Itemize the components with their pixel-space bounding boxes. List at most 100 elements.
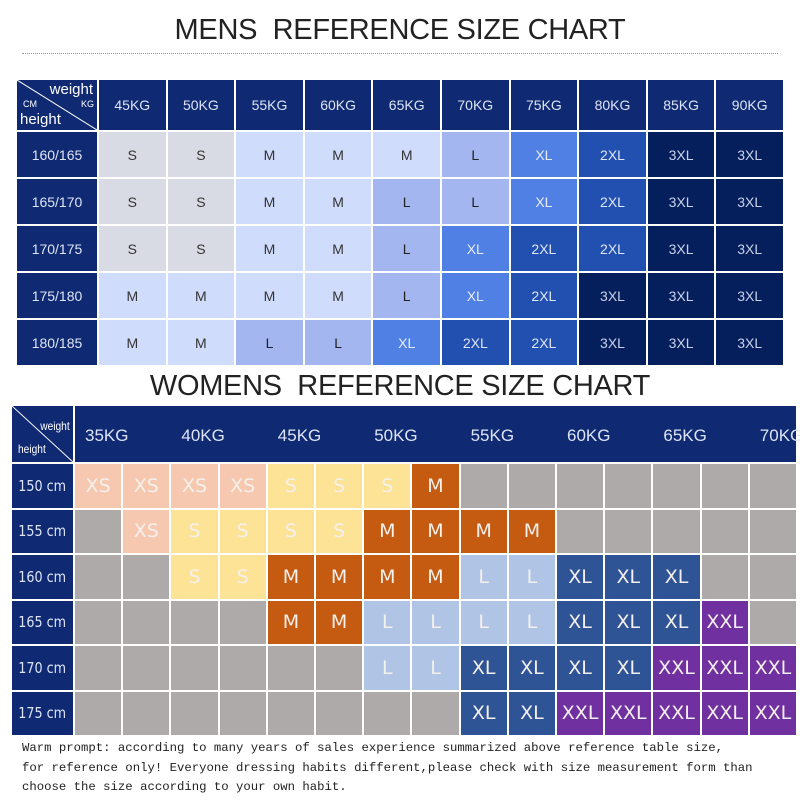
weight-header: 65KG	[663, 426, 707, 445]
size-cell: XL	[557, 555, 604, 599]
weight-header: 70KG	[759, 426, 800, 445]
size-cell	[749, 600, 796, 644]
size-cell	[123, 555, 170, 599]
size-cell	[123, 691, 170, 735]
weight-header: 45KG	[277, 426, 322, 445]
size-cell	[316, 646, 363, 690]
weight-label: weight	[40, 419, 70, 433]
size-cell	[75, 555, 122, 599]
size-cell: M	[236, 226, 303, 271]
size-cell: 2XL	[579, 226, 646, 271]
height-row-text: 160 cm	[18, 567, 67, 586]
weight-header: 45KG	[99, 80, 166, 130]
size-cell: S	[171, 555, 218, 599]
size-cell: M	[373, 132, 440, 177]
size-cell	[123, 600, 170, 644]
size-cell: L	[236, 320, 303, 365]
size-cell: L	[373, 226, 440, 271]
kg-label: KG	[80, 99, 94, 109]
size-cell: M	[236, 179, 303, 224]
size-cell	[557, 464, 604, 508]
size-cell	[701, 555, 748, 599]
size-cell: XS	[123, 509, 170, 553]
title-divider	[22, 53, 778, 54]
size-cell	[749, 555, 796, 599]
weight-header: 35KG	[85, 426, 129, 445]
height-row-label: 170/175	[17, 226, 97, 271]
size-cell: S	[364, 464, 411, 508]
warm-prompt-note: Warm prompt: according to many years of …	[22, 739, 753, 798]
size-cell: 3XL	[647, 132, 715, 177]
womens-chart-title: WOMENS REFERENCE SIZE CHART	[149, 370, 651, 402]
size-cell: 3XL	[716, 226, 783, 271]
weight-label: weight	[49, 81, 93, 98]
size-cell: M	[316, 600, 363, 644]
size-cell	[219, 646, 266, 690]
height-row-label: 150 cm	[12, 464, 73, 508]
size-cell: XL	[605, 600, 652, 644]
note-line: choose the size according to your own ha…	[22, 780, 347, 794]
size-cell: L	[441, 132, 509, 177]
size-cell: XXL	[653, 646, 700, 690]
size-cell	[123, 646, 170, 690]
size-cell: M	[364, 555, 411, 599]
size-cell: S	[167, 132, 235, 177]
size-cell: 2XL	[510, 226, 578, 271]
size-cell: XL	[510, 132, 578, 177]
size-cell: M	[412, 464, 459, 508]
size-cell: M	[316, 555, 363, 599]
size-cell	[605, 509, 652, 553]
weight-header: 60KG	[567, 426, 611, 445]
size-cell: M	[412, 555, 459, 599]
size-cell: 3XL	[716, 179, 783, 224]
size-cell: 3XL	[579, 273, 646, 318]
height-row-label: 165/170	[17, 179, 97, 224]
height-row-label: 175/180	[17, 273, 97, 318]
size-cell: L	[412, 646, 459, 690]
size-cell: L	[460, 600, 507, 644]
size-cell: L	[373, 273, 440, 318]
size-cell: L	[304, 320, 372, 365]
size-cell: S	[167, 179, 235, 224]
size-cell: S	[219, 555, 266, 599]
womens-corner-header: weight height	[12, 406, 73, 462]
size-cell	[701, 464, 748, 508]
size-cell: XL	[508, 646, 555, 690]
size-cell: XXL	[701, 600, 748, 644]
size-cell: XS	[123, 464, 170, 508]
height-row-label: 170 cm	[12, 646, 73, 690]
size-cell: L	[441, 179, 509, 224]
size-cell: S	[267, 464, 314, 508]
size-cell: S	[171, 509, 218, 553]
height-row-label: 160 cm	[12, 555, 73, 599]
size-cell: M	[508, 509, 555, 553]
size-cell: XS	[219, 464, 266, 508]
size-cell	[508, 464, 555, 508]
size-cell: M	[236, 132, 303, 177]
size-cell: L	[508, 600, 555, 644]
size-cell: XL	[508, 691, 555, 735]
size-cell: 2XL	[441, 320, 509, 365]
size-cell	[267, 691, 314, 735]
size-cell	[171, 600, 218, 644]
cm-label: CM	[23, 99, 37, 109]
size-cell: XS	[75, 464, 122, 508]
mens-corner-header: weight CM KG height	[17, 80, 97, 130]
size-cell: S	[99, 226, 166, 271]
size-cell: 3XL	[716, 273, 783, 318]
size-cell: XL	[605, 555, 652, 599]
size-cell: XXL	[749, 691, 796, 735]
size-cell: 2XL	[579, 179, 646, 224]
size-cell: M	[304, 179, 372, 224]
height-row-text: 155 cm	[18, 522, 67, 541]
size-cell: XL	[460, 691, 507, 735]
size-cell: 3XL	[716, 132, 783, 177]
size-cell: S	[316, 509, 363, 553]
size-cell: M	[267, 555, 314, 599]
height-row-text: 165 cm	[18, 613, 67, 632]
size-cell: L	[373, 179, 440, 224]
size-cell: 3XL	[647, 273, 715, 318]
size-cell: 2XL	[579, 132, 646, 177]
womens-weight-header: 35KG 40KG 45KG 50KG 55KG 60KG 65KG 70KG	[75, 406, 800, 462]
size-cell: S	[267, 509, 314, 553]
